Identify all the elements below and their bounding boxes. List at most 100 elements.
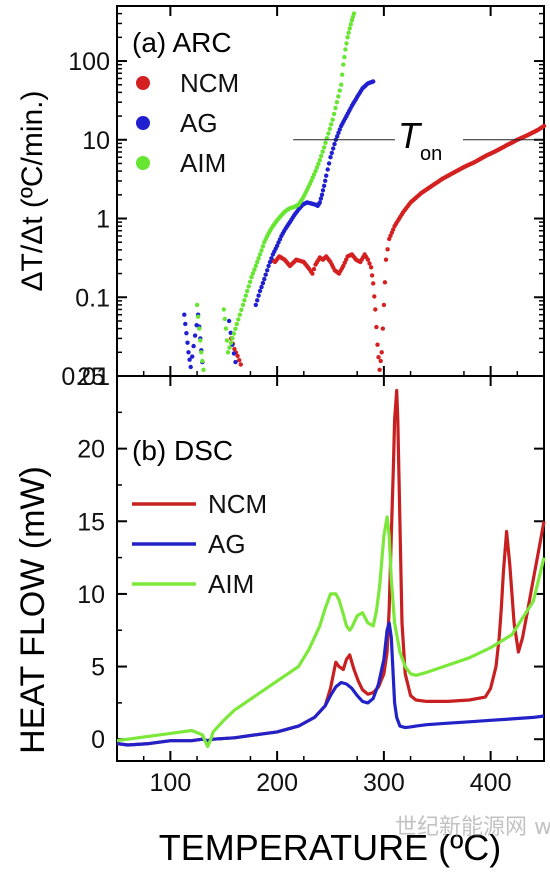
b-ytick-label: 5 (91, 654, 105, 682)
arc-point-aim (351, 11, 357, 16)
arc-point-ag (185, 340, 190, 345)
arc-point-aim (200, 358, 205, 364)
panel-b-legend: NCM AG AIM (132, 489, 267, 599)
arc-point-ag (259, 284, 264, 290)
arc-point-aim (223, 326, 229, 331)
arc-point-aim (341, 62, 346, 67)
panel-a-marks (182, 11, 547, 372)
arc-point-aim (339, 82, 344, 87)
arc-point-aim (231, 331, 237, 336)
arc-point-aim (233, 326, 238, 331)
arc-point-aim (199, 350, 204, 355)
b-ytick-label: 20 (77, 436, 105, 464)
arc-point-aim (334, 100, 340, 105)
arc-point-aim (348, 22, 353, 27)
arc-point-aim (257, 252, 263, 257)
arc-point-ag (320, 188, 326, 193)
arc-point-aim (201, 367, 206, 372)
arc-point-ag (371, 79, 376, 84)
arc-point-aim (340, 72, 345, 77)
a-ytick-label: 1 (96, 206, 110, 234)
arc-point-ag (256, 293, 261, 298)
arc-point-ag (336, 130, 341, 135)
arc-point-ncm (235, 353, 240, 359)
arc-point-aim (329, 122, 334, 127)
arc-point-ag (325, 167, 330, 172)
panel-b-marks (116, 388, 546, 749)
arc-point-ag (274, 243, 280, 248)
arc-point-ag (260, 280, 266, 286)
arc-point-ncm (372, 294, 377, 299)
arc-point-ncm (380, 326, 385, 331)
arc-point-ag (324, 173, 329, 178)
arc-point-aim (346, 30, 351, 35)
arc-point-ncm (378, 358, 383, 364)
arc-point-aim (222, 316, 227, 322)
arc-point-ag (266, 263, 271, 269)
arc-point-ncm (310, 271, 315, 276)
arc-point-ag (269, 256, 274, 261)
ton-label: Ton (398, 115, 442, 165)
a-ytick-label: 0.1 (75, 284, 110, 312)
arc-point-ag (183, 321, 188, 327)
x-axis-label: TEMPERATURE (ºC) (159, 827, 501, 868)
arc-point-aim (343, 47, 348, 52)
arc-point-ag (233, 359, 238, 365)
panel-a: 0.01 0.1 1 10 100 Ton (a) ARC NCM AG AIM ΔT/Δt… (16, 5, 547, 391)
panel-b-ticks (117, 375, 544, 761)
arc-point-ag (191, 343, 196, 349)
arc-point-aim (237, 312, 242, 317)
arc-point-aim (321, 145, 327, 150)
arc-point-aim (349, 18, 355, 23)
arc-point-aim (350, 14, 356, 20)
arc-point-aim (326, 131, 331, 136)
arc-point-aim (228, 340, 234, 346)
arc-point-ag (321, 183, 327, 188)
arc-point-ncm (385, 247, 390, 252)
arc-point-ncm (379, 350, 384, 355)
arc-point-ncm (381, 302, 387, 308)
arc-point-ag (326, 161, 332, 166)
b-ytick-label: 25 (77, 363, 105, 391)
arc-point-ag (323, 178, 328, 183)
arc-point-ag (329, 150, 334, 156)
legend-label-ncm: NCM (180, 68, 239, 98)
arc-point-ag (253, 302, 258, 308)
arc-point-ncm (238, 362, 243, 367)
arc-point-aim (230, 336, 235, 341)
arc-point-aim (319, 153, 324, 159)
arc-point-aim (227, 345, 232, 350)
arc-point-ncm (311, 266, 317, 272)
panel-a-ticks (117, 5, 544, 377)
arc-point-aim (255, 259, 260, 265)
arc-point-ag (255, 298, 260, 303)
arc-point-aim (323, 140, 328, 145)
arc-point-aim (331, 111, 337, 117)
legend-marker-ncm (136, 76, 150, 90)
arc-point-ag (257, 288, 263, 294)
arc-point-aim (260, 244, 266, 249)
arc-point-aim (336, 94, 341, 99)
arc-point-aim (311, 172, 317, 177)
arc-point-ag (331, 146, 336, 151)
arc-point-aim (333, 105, 338, 111)
arc-point-ag (184, 331, 189, 336)
arc-point-aim (194, 302, 200, 308)
legend-label-aim: AIM (208, 569, 254, 599)
watermark: 世纪新能源网 www.ne21.com (395, 815, 550, 840)
arc-point-aim (197, 326, 202, 331)
legend-label-aim: AIM (180, 148, 226, 178)
b-ytick-label: 15 (77, 508, 105, 536)
arc-point-aim (342, 54, 347, 60)
arc-point-aim (246, 284, 251, 289)
b-xtick-label: 400 (470, 769, 512, 797)
arc-point-aim (313, 168, 318, 174)
arc-point-ag (318, 196, 324, 201)
arc-point-ag (192, 333, 198, 338)
panel-a-frame (116, 5, 545, 377)
arc-point-ag (190, 354, 195, 359)
arc-point-aim (317, 158, 322, 163)
arc-point-ncm (375, 342, 380, 347)
